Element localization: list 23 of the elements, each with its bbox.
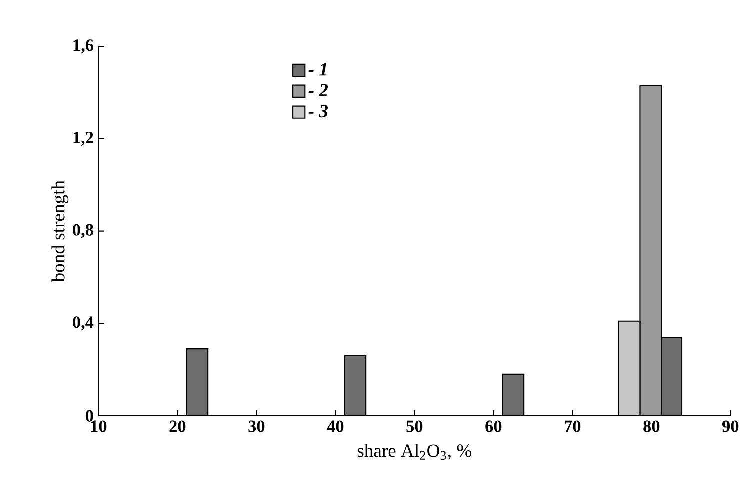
x-tick-label: 40 <box>327 420 344 433</box>
legend-label: - 2 <box>308 84 328 97</box>
x-tick-label: 60 <box>486 420 502 433</box>
x-tick-label: 10 <box>91 420 107 433</box>
x-tick-label: 20 <box>170 420 186 433</box>
bar <box>660 337 683 416</box>
y-tick-label: 0,8 <box>73 224 94 239</box>
x-tick-label: 50 <box>406 420 423 433</box>
legend-label: - 3 <box>308 105 328 118</box>
x-tick-label: 90 <box>722 420 739 433</box>
y-tick-label: 0,4 <box>73 316 94 331</box>
y-tick-label: 1,2 <box>74 132 94 146</box>
x-axis-title: share Al$_{2}$O$_{3}$, % <box>358 444 472 460</box>
x-tick-label: 70 <box>565 420 581 433</box>
y-axis-title: bond strength <box>52 180 69 282</box>
y-tick-label: 0 <box>86 410 94 422</box>
x-tick-label: 80 <box>644 420 660 433</box>
y-tick-label: 1,6 <box>74 40 94 54</box>
bar <box>344 356 366 416</box>
bar <box>186 349 208 416</box>
bar <box>502 374 524 416</box>
legend-label: - 1 <box>308 63 327 76</box>
x-tick-label: 30 <box>248 420 265 433</box>
